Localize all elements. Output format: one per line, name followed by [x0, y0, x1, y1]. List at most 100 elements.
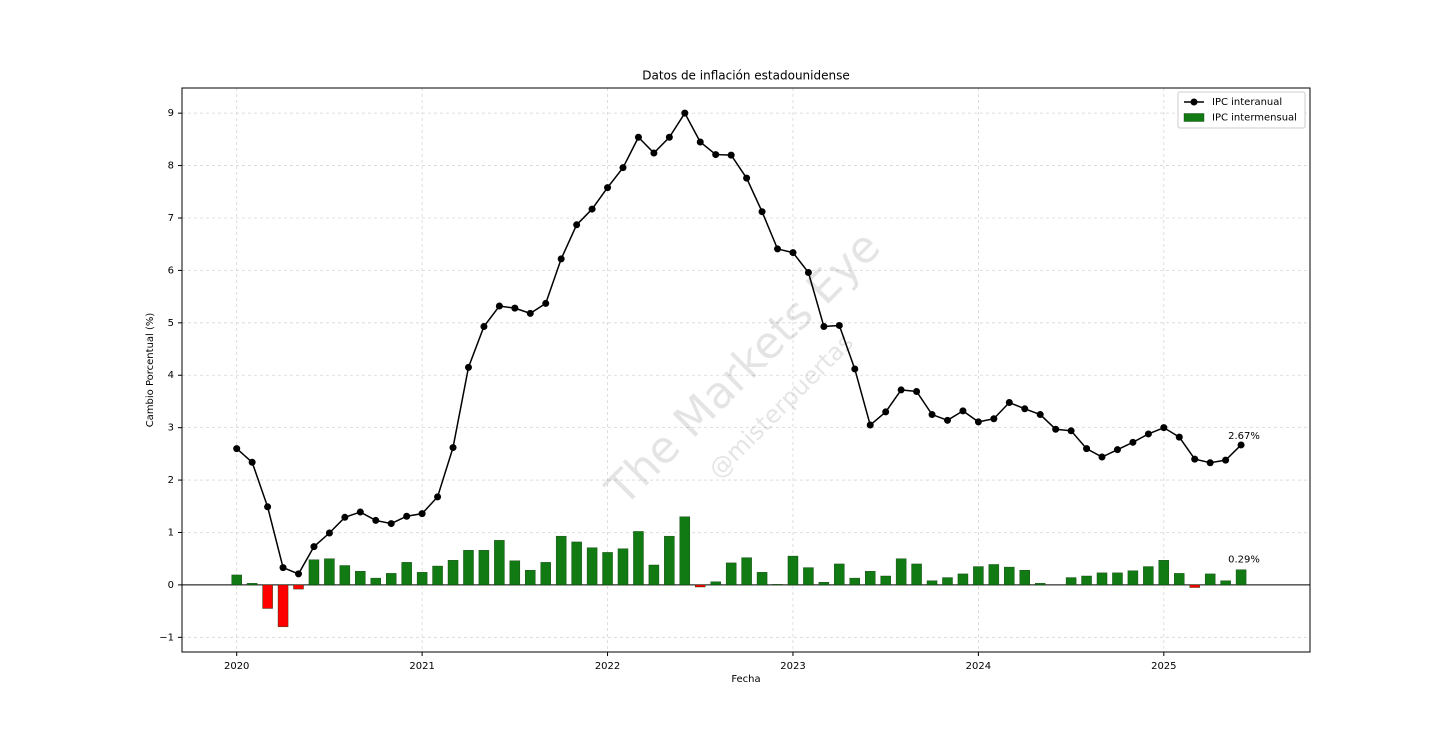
- bar: [1204, 573, 1216, 586]
- bar: [447, 560, 459, 586]
- bar: [1158, 560, 1170, 586]
- line-marker: [820, 322, 828, 330]
- line-marker: [248, 458, 256, 466]
- y-tick-label: 0: [168, 580, 174, 591]
- bar: [1004, 566, 1015, 586]
- line-marker: [913, 387, 921, 395]
- bar: [339, 565, 351, 586]
- line-marker: [959, 407, 967, 415]
- y-tick-label: 7: [168, 213, 174, 224]
- line-value-label: 2.67%: [1228, 431, 1260, 442]
- bar: [1096, 572, 1108, 586]
- x-tick-label: 2025: [1151, 661, 1176, 672]
- bar: [725, 562, 737, 586]
- line-marker: [681, 109, 689, 117]
- bar: [942, 577, 953, 586]
- line-marker: [774, 245, 782, 253]
- line-marker: [712, 151, 720, 159]
- line-marker: [743, 174, 751, 182]
- bar: [432, 565, 443, 586]
- bar: [540, 562, 551, 586]
- y-tick-label: 4: [168, 370, 174, 381]
- line-marker: [1191, 455, 1199, 463]
- line-marker: [295, 570, 303, 578]
- line-marker: [325, 529, 333, 537]
- bar-value-label: 0.29%: [1228, 555, 1260, 566]
- line-marker: [851, 365, 859, 373]
- legend: IPC interanual IPC intermensual: [1177, 91, 1306, 129]
- line-marker: [835, 321, 843, 329]
- line-marker: [1129, 438, 1137, 446]
- line-marker: [665, 133, 673, 141]
- bar: [973, 566, 984, 586]
- bar: [664, 535, 675, 586]
- bar: [695, 584, 706, 588]
- line-marker: [1052, 425, 1060, 433]
- bar: [231, 574, 242, 586]
- bar: [525, 570, 536, 586]
- legend-swatch: [1183, 113, 1205, 122]
- y-tick-label: 5: [168, 318, 174, 329]
- bar: [633, 531, 644, 586]
- bar: [957, 573, 969, 586]
- bar: [679, 516, 691, 586]
- bar: [246, 583, 258, 586]
- line-marker: [897, 386, 905, 394]
- line-marker: [588, 205, 596, 213]
- bar: [277, 584, 289, 628]
- line-marker: [372, 516, 380, 524]
- bar: [988, 564, 1000, 586]
- line-marker: [1160, 424, 1168, 432]
- legend-marker: [1190, 98, 1198, 106]
- line-marker: [511, 304, 519, 312]
- chart-title: Datos de inflación estadounidense: [642, 69, 850, 83]
- line-marker: [943, 416, 951, 424]
- y-tick-label: 3: [168, 423, 174, 434]
- bar: [1143, 566, 1154, 586]
- line-marker: [804, 269, 812, 277]
- line-marker: [264, 503, 272, 511]
- line-marker: [727, 151, 735, 159]
- x-tick-label: 2021: [409, 661, 434, 672]
- bar: [772, 584, 783, 586]
- line-marker: [1005, 398, 1013, 406]
- line-marker: [341, 513, 349, 521]
- line-marker: [279, 564, 287, 572]
- legend-frame: [1177, 91, 1306, 129]
- line-marker: [1113, 446, 1121, 454]
- bar: [416, 572, 428, 586]
- line-marker: [619, 164, 627, 172]
- bar: [865, 571, 876, 586]
- bar: [818, 582, 830, 586]
- line-marker: [604, 184, 612, 192]
- line-marker: [1222, 456, 1230, 464]
- line-marker: [758, 208, 766, 216]
- bar: [401, 562, 412, 586]
- line-marker: [1083, 445, 1091, 453]
- bar: [1112, 572, 1123, 586]
- line-marker: [1144, 430, 1152, 438]
- y-tick-label: −1: [159, 632, 174, 643]
- bar: [463, 550, 474, 586]
- bar: [324, 558, 335, 586]
- y-tick-label: 2: [168, 475, 174, 486]
- line-marker: [1237, 441, 1245, 449]
- line-marker: [866, 421, 874, 429]
- line-marker: [526, 309, 534, 317]
- line-marker: [557, 255, 565, 263]
- bar: [370, 577, 381, 586]
- y-tick-label: 9: [168, 108, 174, 119]
- x-axis-label: Fecha: [731, 674, 760, 685]
- line-marker: [542, 299, 550, 307]
- bar: [1235, 569, 1247, 586]
- legend-label: IPC interanual: [1212, 97, 1282, 108]
- line-marker: [495, 302, 503, 310]
- bar: [926, 580, 938, 586]
- bar: [478, 550, 490, 586]
- line-marker: [1175, 433, 1183, 441]
- line-marker: [634, 133, 642, 141]
- line-marker: [1021, 405, 1029, 413]
- bar: [1081, 575, 1092, 586]
